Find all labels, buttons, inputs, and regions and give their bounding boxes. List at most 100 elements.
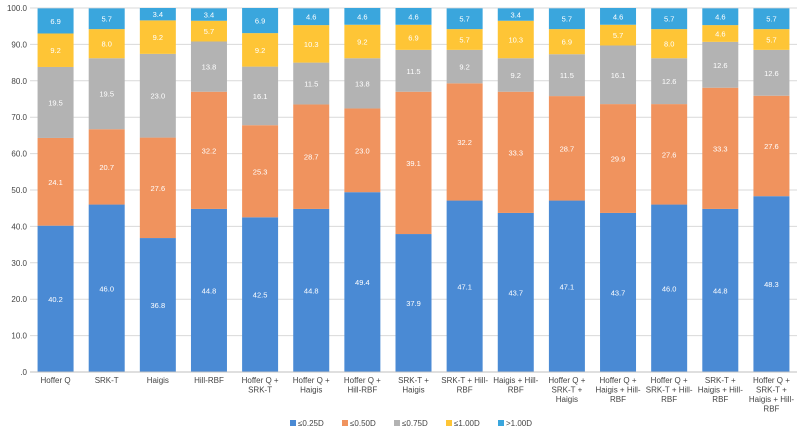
data-label: 4.6 <box>306 13 316 22</box>
data-label: 36.8 <box>151 301 166 310</box>
bar-segment <box>600 24 637 46</box>
bar-segment <box>37 33 74 67</box>
bar-segment <box>651 29 688 59</box>
y-tick-label: 60.0 <box>11 150 27 159</box>
data-label: 23.0 <box>355 146 370 155</box>
data-label: 27.6 <box>662 150 677 159</box>
data-label: 6.9 <box>50 17 60 26</box>
x-tick-label: Hoffer Q + Haigis <box>293 376 330 395</box>
x-tick-label: Hoffer Q <box>41 376 71 385</box>
bar-segment <box>753 49 790 96</box>
bar-segment <box>242 125 279 218</box>
bar-segment <box>548 29 585 55</box>
x-tick-label: Hill-RBF <box>194 376 224 385</box>
data-label: 3.4 <box>204 11 214 20</box>
bar-segment <box>88 58 125 130</box>
data-label: 43.7 <box>611 288 626 297</box>
bar-segment <box>446 29 483 50</box>
data-label: 8.0 <box>664 40 674 49</box>
bar-segment <box>344 192 381 372</box>
data-label: 43.7 <box>508 288 523 297</box>
data-label: 13.8 <box>355 79 370 88</box>
bar-segment <box>600 212 637 372</box>
bar-segment <box>344 24 381 59</box>
legend-label: >1.00D <box>506 419 532 428</box>
y-tick-label: 70.0 <box>11 113 27 122</box>
data-label: 12.6 <box>662 77 677 86</box>
bar-segment <box>293 208 330 372</box>
data-label: 10.3 <box>508 35 523 44</box>
bar-segment <box>497 58 534 92</box>
x-tick-label: SRK-T <box>95 376 119 385</box>
x-tick-label: Hoffer Q + SRK-T <box>242 376 279 395</box>
bar-segment <box>190 8 227 21</box>
bar-segment <box>753 196 790 372</box>
data-label: 28.7 <box>304 153 319 162</box>
data-label: 32.2 <box>457 138 472 147</box>
bar-segment <box>395 49 432 92</box>
data-label: 5.7 <box>459 35 469 44</box>
data-label: 9.2 <box>459 63 469 72</box>
data-label: 46.0 <box>662 284 677 293</box>
bar-segment <box>446 83 483 201</box>
bar-segment <box>242 66 279 126</box>
bar-segment <box>395 8 432 25</box>
bar-segment <box>37 225 74 372</box>
data-label: 23.0 <box>151 92 166 101</box>
bar-segment <box>702 8 739 26</box>
data-label: 6.9 <box>562 38 572 47</box>
bar-segment <box>600 8 637 25</box>
legend-swatch <box>498 420 504 426</box>
bar-segment <box>548 8 585 30</box>
bar-segment <box>190 20 227 42</box>
data-label: 44.8 <box>713 286 728 295</box>
y-axis: .0 10.0 20.0 30.0 40.0 50.0 60.0 70.0 80.0 90.0 10… <box>7 4 28 377</box>
bar-segment <box>293 104 330 209</box>
data-label: 5.7 <box>664 15 674 24</box>
data-label: 29.9 <box>611 155 626 164</box>
data-label: 4.6 <box>408 12 418 21</box>
bar-segment <box>600 45 637 105</box>
data-label: 46.0 <box>99 284 114 293</box>
bar-segment <box>753 8 790 30</box>
bar-segment <box>702 87 739 209</box>
data-label: 3.4 <box>153 10 163 19</box>
bar-segment <box>139 20 176 54</box>
data-label: 10.3 <box>304 40 319 49</box>
x-tick-label: Hoffer Q + SRK-T + Haigis + Hill-RBF <box>749 376 794 414</box>
bar-segment <box>548 200 585 372</box>
bar-segment <box>242 8 279 34</box>
bar-segment <box>242 33 279 67</box>
bar-segment <box>702 41 739 88</box>
y-tick-label: 80.0 <box>11 77 27 86</box>
x-tick-label: SRK-T + Hill-RBF <box>441 376 488 395</box>
data-label: 33.3 <box>508 148 523 157</box>
y-tick-label: 40.0 <box>11 222 27 231</box>
legend-swatch <box>394 420 400 426</box>
bar-segment <box>395 24 432 50</box>
bar-segment <box>37 66 74 138</box>
data-label: 24.1 <box>48 178 63 187</box>
legend-label: ≤0.25D <box>298 419 324 428</box>
bar-segment <box>139 137 176 239</box>
bar-segment <box>497 212 534 372</box>
y-tick-label: .0 <box>20 368 27 377</box>
data-label: 19.5 <box>99 90 114 99</box>
bar-segment <box>600 104 637 213</box>
data-label: 9.2 <box>255 46 265 55</box>
data-label: 37.9 <box>406 299 421 308</box>
data-label: 9.2 <box>511 71 521 80</box>
data-label: 12.6 <box>764 69 779 78</box>
bar-segment <box>548 54 585 97</box>
bar-segment <box>497 20 534 59</box>
x-tick-label: SRK-T + Haigis <box>398 376 429 395</box>
bar-segment <box>293 62 330 105</box>
data-label: 27.6 <box>764 142 779 151</box>
bar-segment <box>702 208 739 372</box>
data-label: 20.7 <box>99 163 114 172</box>
bar-segment <box>88 8 125 30</box>
data-label: 9.2 <box>357 37 367 46</box>
bar-segment <box>293 25 330 63</box>
y-tick-label: 30.0 <box>11 259 27 268</box>
bar-segment <box>37 8 74 34</box>
